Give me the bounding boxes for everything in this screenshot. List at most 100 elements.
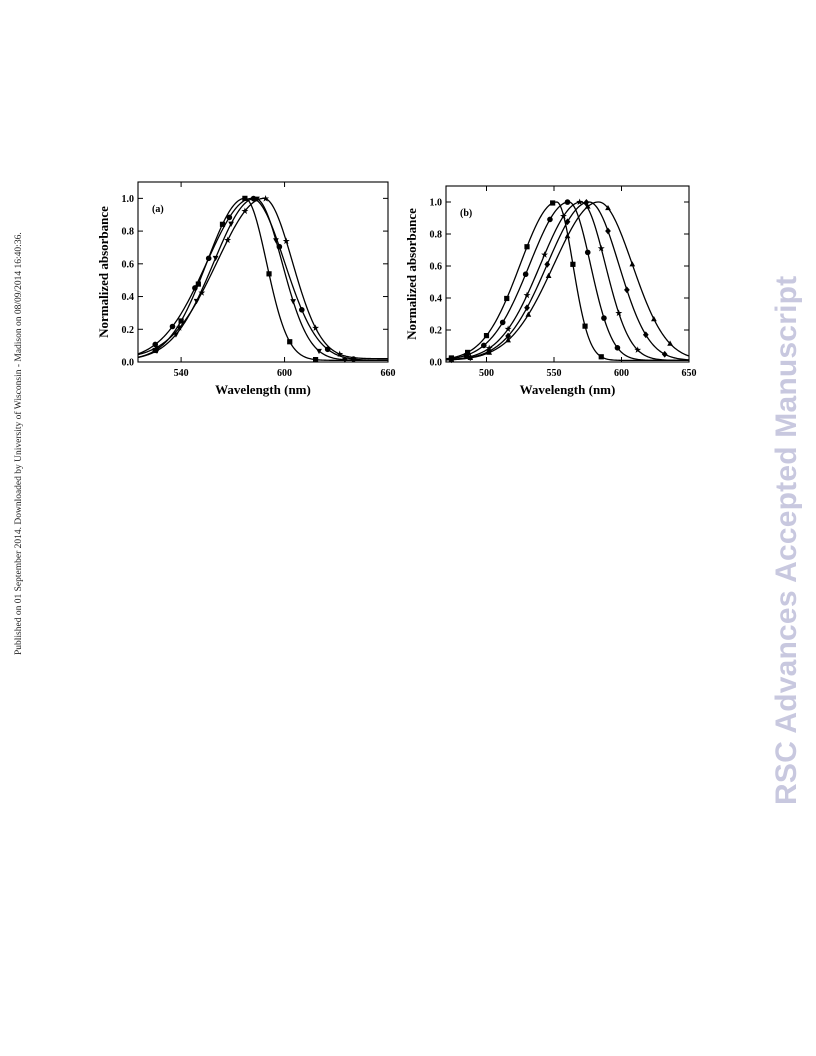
data-point-circle — [298, 307, 305, 313]
series-line-star — [446, 201, 689, 362]
data-point-star — [523, 291, 531, 299]
x-axis-label: Wavelength (nm) — [215, 382, 311, 397]
data-point-star — [175, 324, 183, 331]
y-tick-label: 0.2 — [122, 325, 135, 336]
data-point-square — [483, 333, 490, 339]
data-point-square — [287, 339, 293, 345]
x-tick-label: 500 — [479, 368, 494, 379]
data-point-diamond — [564, 218, 571, 226]
data-point-diamond — [505, 332, 511, 340]
data-point-star — [262, 195, 270, 202]
data-point-circle — [564, 199, 571, 205]
data-point-triangle-up — [584, 203, 591, 209]
data-point-diamond — [544, 260, 551, 268]
y-tick-label: 1.0 — [430, 198, 443, 209]
y-tick-label: 0.8 — [122, 227, 135, 238]
data-point-triangle-down — [154, 348, 160, 354]
data-point-square — [582, 323, 588, 329]
data-point-star — [541, 251, 549, 258]
data-point-triangle-down — [290, 299, 297, 305]
series-line-triangle-up — [446, 201, 689, 361]
data-point-circle — [499, 319, 506, 326]
data-point-square — [312, 357, 319, 363]
data-point-triangle-up — [667, 340, 673, 346]
series-line-square — [446, 201, 689, 362]
data-point-star — [576, 198, 584, 206]
data-point-square — [504, 295, 510, 302]
data-point-circle — [547, 216, 553, 223]
data-point-diamond — [624, 286, 630, 294]
data-point-circle — [192, 285, 198, 291]
data-point-diamond — [524, 304, 530, 312]
y-tick-label: 0.4 — [430, 294, 443, 305]
data-point-triangle-up — [525, 311, 532, 317]
data-point-triangle-down — [342, 357, 348, 363]
data-point-square — [598, 354, 604, 360]
data-point-star — [634, 346, 642, 353]
watermark: RSC Advances Accepted Manuscript — [770, 245, 810, 805]
plot-frame — [445, 185, 690, 363]
sidebar-publication-note: Published on 01 September 2014. Download… — [4, 185, 24, 655]
panel-label: (b) — [460, 208, 472, 219]
x-tick-label: 600 — [614, 368, 629, 379]
data-point-square — [266, 271, 272, 277]
data-point-triangle-up — [629, 261, 636, 267]
data-point-circle — [226, 214, 233, 221]
chart-panel-a: 540 600 660 0.0 0.2 0.4 0.6 0.8 1.0 Wavelength (n… — [96, 181, 396, 397]
data-point-circle — [481, 342, 487, 349]
y-axis-label: Normalized absorbance — [96, 206, 111, 338]
data-point-circle — [205, 255, 212, 262]
data-point-diamond — [583, 198, 590, 206]
chart-panel-b: 500 550 600 650 0.0 0.2 0.4 0.6 0.8 1.0 Wavelength… — [404, 185, 697, 397]
y-tick-label: 0.6 — [430, 262, 443, 273]
panel-label: (a) — [152, 204, 164, 215]
y-tick-label: 0.0 — [122, 358, 135, 369]
x-tick-label: 650 — [682, 368, 697, 379]
data-point-triangle-up — [651, 316, 657, 322]
data-point-star — [153, 343, 161, 351]
data-point-square — [219, 221, 226, 227]
data-point-circle — [169, 323, 176, 330]
x-tick-label: 600 — [277, 368, 292, 379]
data-point-star — [559, 212, 567, 220]
data-point-diamond — [661, 350, 668, 358]
series-line-circle — [446, 201, 689, 362]
data-point-circle — [522, 271, 529, 278]
x-tick-label: 550 — [547, 368, 562, 379]
data-point-triangle-down — [316, 348, 322, 355]
plot-frame — [137, 181, 389, 363]
data-point-star — [504, 325, 512, 332]
publication-note-text: Published on 01 September 2014. Download… — [14, 232, 24, 655]
data-point-circle — [614, 344, 621, 351]
data-point-star — [224, 236, 232, 244]
data-point-circle — [584, 249, 591, 256]
data-point-circle — [601, 315, 607, 321]
data-point-triangle-down — [228, 221, 234, 227]
data-point-triangle-up — [486, 349, 493, 355]
x-tick-label: 660 — [381, 368, 396, 379]
y-tick-label: 0.4 — [122, 292, 135, 303]
data-point-star — [615, 309, 623, 317]
data-point-square — [570, 261, 576, 267]
data-point-triangle-up — [505, 337, 511, 343]
data-point-square — [550, 200, 556, 206]
data-point-triangle-down — [273, 238, 279, 244]
data-point-star — [241, 207, 249, 215]
data-point-triangle-down — [254, 196, 260, 202]
y-axis-label: Normalized absorbance — [404, 208, 419, 340]
data-point-star — [198, 289, 206, 296]
x-axis-label: Wavelength (nm) — [520, 382, 616, 397]
data-point-star — [312, 324, 320, 331]
data-point-diamond — [605, 227, 611, 235]
y-tick-label: 0.6 — [122, 259, 135, 270]
data-point-triangle-down — [212, 255, 219, 262]
data-point-triangle-up — [564, 233, 571, 239]
series-line-diamond — [446, 201, 689, 361]
data-point-star — [597, 244, 605, 252]
data-point-star — [336, 350, 344, 358]
y-tick-label: 0.0 — [430, 358, 443, 369]
data-point-square — [178, 318, 184, 324]
data-point-star — [282, 237, 290, 245]
data-point-square — [524, 244, 530, 250]
y-tick-label: 0.2 — [430, 326, 443, 337]
